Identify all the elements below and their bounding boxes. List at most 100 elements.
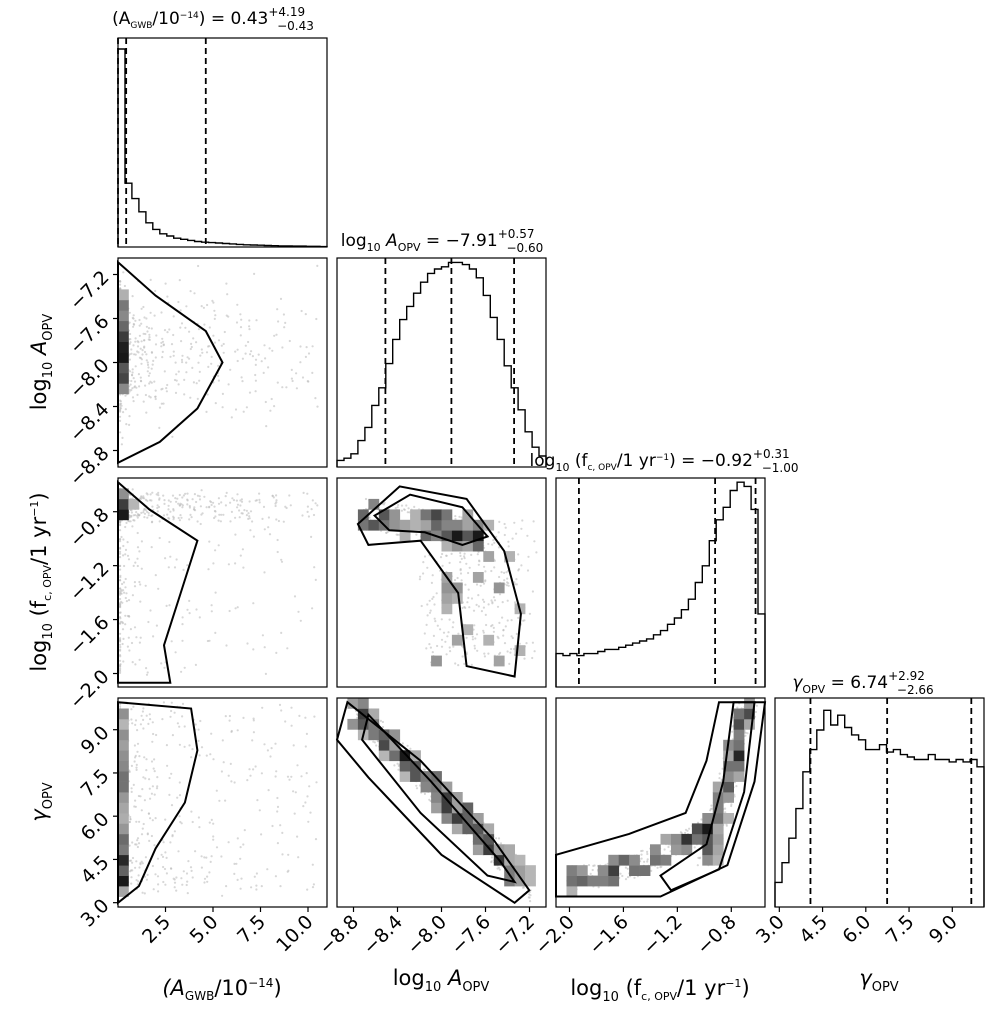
sample-point bbox=[163, 499, 166, 502]
sample-point bbox=[173, 881, 177, 884]
sample-point bbox=[178, 815, 181, 818]
contour-level-2 bbox=[361, 712, 517, 884]
y-tick-label: −1.6 bbox=[65, 612, 113, 660]
sample-point bbox=[459, 561, 462, 564]
sample-point bbox=[198, 754, 201, 757]
density-cell bbox=[118, 854, 129, 866]
sample-point bbox=[138, 334, 141, 337]
sample-point bbox=[160, 853, 163, 856]
sample-point bbox=[119, 280, 122, 283]
sample-point bbox=[243, 829, 246, 832]
sample-point bbox=[214, 549, 217, 552]
panel-frame bbox=[336, 257, 547, 468]
sample-point bbox=[314, 578, 317, 582]
sample-point bbox=[163, 666, 166, 669]
density-cell bbox=[525, 865, 536, 876]
sample-point bbox=[428, 643, 431, 646]
sample-point bbox=[235, 321, 239, 324]
sample-point bbox=[513, 601, 517, 604]
sample-point bbox=[282, 520, 285, 523]
sample-point bbox=[260, 885, 263, 888]
sample-point bbox=[177, 850, 180, 853]
sample-point bbox=[256, 799, 259, 802]
sample-point bbox=[142, 727, 145, 730]
sample-point bbox=[240, 318, 243, 321]
sample-point bbox=[128, 423, 131, 426]
density-cell bbox=[733, 760, 745, 772]
sample-point bbox=[173, 566, 177, 569]
sample-point bbox=[134, 337, 137, 340]
sample-point bbox=[186, 892, 189, 895]
sample-point bbox=[129, 332, 132, 336]
sample-point bbox=[229, 762, 232, 766]
sample-point bbox=[143, 507, 146, 510]
sample-point bbox=[139, 376, 142, 379]
sample-point bbox=[138, 385, 141, 388]
sample-point bbox=[195, 500, 198, 504]
sample-point bbox=[138, 866, 141, 869]
sample-point bbox=[121, 642, 124, 646]
sample-point bbox=[125, 423, 128, 426]
sample-point bbox=[463, 557, 466, 560]
sample-point bbox=[181, 639, 184, 642]
sample-point bbox=[135, 510, 138, 514]
x-tick-label: 7.5 bbox=[233, 911, 270, 948]
sample-point bbox=[248, 391, 252, 394]
sample-point bbox=[239, 326, 243, 329]
sample-point bbox=[119, 670, 122, 673]
sample-point bbox=[656, 866, 659, 869]
density-cell bbox=[118, 362, 129, 374]
sample-point bbox=[143, 339, 146, 342]
sample-point bbox=[143, 512, 147, 515]
sample-point bbox=[503, 642, 507, 645]
sample-point bbox=[254, 379, 257, 382]
sample-point bbox=[304, 355, 307, 358]
density-cell bbox=[357, 698, 369, 709]
density-cell bbox=[702, 823, 714, 835]
axis-label-gamma: γOPV bbox=[27, 782, 56, 822]
sample-point bbox=[147, 812, 150, 815]
sample-point bbox=[227, 563, 230, 566]
density-cell bbox=[618, 854, 630, 866]
sample-point bbox=[119, 640, 122, 643]
sample-point bbox=[178, 743, 181, 746]
sample-point bbox=[263, 646, 266, 649]
sample-point bbox=[172, 515, 175, 518]
sample-point bbox=[215, 846, 219, 849]
sample-point bbox=[731, 730, 734, 733]
sample-point bbox=[506, 599, 509, 602]
sample-point bbox=[290, 706, 293, 709]
sample-point bbox=[465, 562, 468, 565]
sample-point bbox=[531, 590, 535, 593]
sample-point bbox=[128, 353, 131, 356]
sample-point bbox=[145, 758, 148, 761]
sample-point bbox=[433, 617, 436, 620]
sample-point bbox=[139, 347, 142, 350]
sample-point bbox=[162, 701, 165, 704]
sample-point bbox=[185, 872, 189, 875]
sample-point bbox=[460, 557, 463, 561]
sample-point bbox=[643, 860, 646, 863]
sample-point bbox=[375, 744, 378, 747]
sample-point bbox=[136, 513, 139, 516]
sample-point bbox=[212, 301, 215, 304]
sample-point bbox=[503, 533, 506, 537]
sample-point bbox=[177, 300, 180, 304]
sample-point bbox=[131, 396, 135, 399]
sample-point bbox=[477, 605, 480, 608]
sample-point bbox=[128, 415, 131, 418]
sample-point bbox=[515, 578, 518, 581]
sample-point bbox=[290, 775, 293, 778]
sample-point bbox=[306, 505, 309, 508]
sample-point bbox=[119, 521, 122, 524]
sample-point bbox=[288, 339, 291, 343]
density-cell bbox=[608, 865, 620, 876]
sample-point bbox=[173, 378, 177, 382]
density-cell bbox=[118, 760, 129, 772]
sample-point bbox=[276, 381, 279, 384]
x-tick-label: 2.5 bbox=[138, 911, 175, 948]
sample-point bbox=[133, 353, 136, 356]
sample-point bbox=[291, 379, 294, 383]
density-cell bbox=[712, 844, 724, 856]
sample-point bbox=[663, 848, 666, 851]
